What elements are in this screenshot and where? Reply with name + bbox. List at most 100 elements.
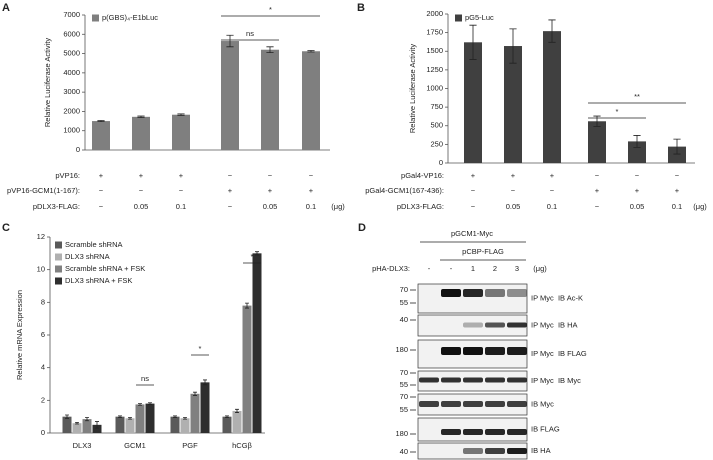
legend-swatch [92,14,99,22]
bar [504,46,522,163]
bar [132,116,150,150]
error-bar [633,135,641,148]
condition-value: 0.05 [263,202,278,211]
panel-label: A [2,2,10,14]
band [485,429,505,435]
bar [135,404,145,433]
bar [200,382,210,433]
error-bar [469,24,477,60]
condition-value: + [550,171,555,180]
error-bar [548,19,556,43]
band [507,377,527,383]
marker-label: 55 [400,380,408,389]
y-tick-label: 3000 [63,87,80,96]
marker-label: 55 [400,298,408,307]
band [463,377,483,383]
y-tick-label: 2000 [63,106,80,115]
band [507,401,527,407]
y-tick-label: 750 [430,102,443,111]
bar [588,121,606,163]
unit-label: (μg) [533,264,547,273]
y-tick-label: 10 [37,265,45,274]
legend-label: DLX3 shRNA + FSK [65,276,132,285]
y-tick-label: 4000 [63,68,80,77]
marker-label: 70 [400,392,408,401]
error-bar [95,421,99,429]
bar [92,424,102,433]
condition-value: + [471,171,476,180]
band [441,429,461,435]
bar [628,141,646,163]
band [485,289,505,297]
y-axis-label: Relative Luciferase Activity [408,44,417,133]
legend-label: DLX3 shRNA [65,252,110,261]
bar [72,423,82,433]
lane-label: 3 [515,264,519,273]
bar [464,42,482,164]
legend-label: p(GBS)₄-E1bLuc [102,13,158,22]
blot-frame [417,283,528,314]
condition-value: − [595,202,600,211]
condition-value: + [228,186,233,195]
bar [170,416,180,433]
bar [261,49,279,150]
marker-label: 40 [400,447,408,456]
error-bar [255,251,259,256]
y-tick-label: 7000 [63,10,80,19]
legend-swatch [455,14,462,22]
bar [232,410,242,433]
y-tick-label: 2 [41,395,45,404]
condition-value: − [309,171,314,180]
condition-value: 0.1 [176,202,186,211]
band [507,448,527,454]
legend-label: pG5-Luc [465,13,494,22]
y-tick-label: 4 [41,363,45,372]
condition-value: − [635,171,640,180]
y-tick-label: 1750 [426,28,443,37]
band [485,448,505,454]
row-label: IP Myc IB HA [531,320,578,329]
bar [302,51,320,150]
y-tick-label: 8 [41,297,45,306]
panel-label: D [358,222,366,234]
y-axis-label: Relative mRNA Expression [15,290,24,380]
lane-label: 2 [493,264,497,273]
blot-subheader: pCBP-FLAG [462,247,504,256]
condition-value: − [471,202,476,211]
condition-value: + [268,186,273,195]
condition-value: − [228,202,233,211]
bar [252,253,262,433]
y-axis-label: Relative Luciferase Activity [43,38,52,127]
bar [172,114,190,150]
error-bar [509,28,517,64]
bar [242,305,252,433]
condition-value: 0.1 [672,202,682,211]
error-bar [137,115,145,118]
condition-value: 0.05 [134,202,149,211]
error-bar [225,415,229,418]
error-bar [203,379,207,386]
y-tick-label: 5000 [63,49,80,58]
condition-value: − [228,171,233,180]
bar [668,146,686,163]
bar [62,416,72,433]
y-tick-label: 2000 [426,9,443,18]
panel-label: C [2,222,10,234]
condition-value: − [179,186,184,195]
y-tick-label: 0 [76,145,80,154]
condition-value: − [268,171,273,180]
condition-value: + [675,186,680,195]
x-tick-label: GCM1 [124,441,146,450]
band [441,347,461,355]
marker-label: 180 [395,345,408,354]
band [419,401,439,407]
band [485,347,505,355]
bar [145,403,155,433]
band [507,322,527,328]
marker-label: 70 [400,368,408,377]
condition-label: pGal4-VP16: [401,171,444,180]
condition-value: + [511,171,516,180]
condition-label: pVP16: [55,171,80,180]
row-label: IB Myc [531,399,554,408]
x-tick-label: DLX3 [73,441,92,450]
